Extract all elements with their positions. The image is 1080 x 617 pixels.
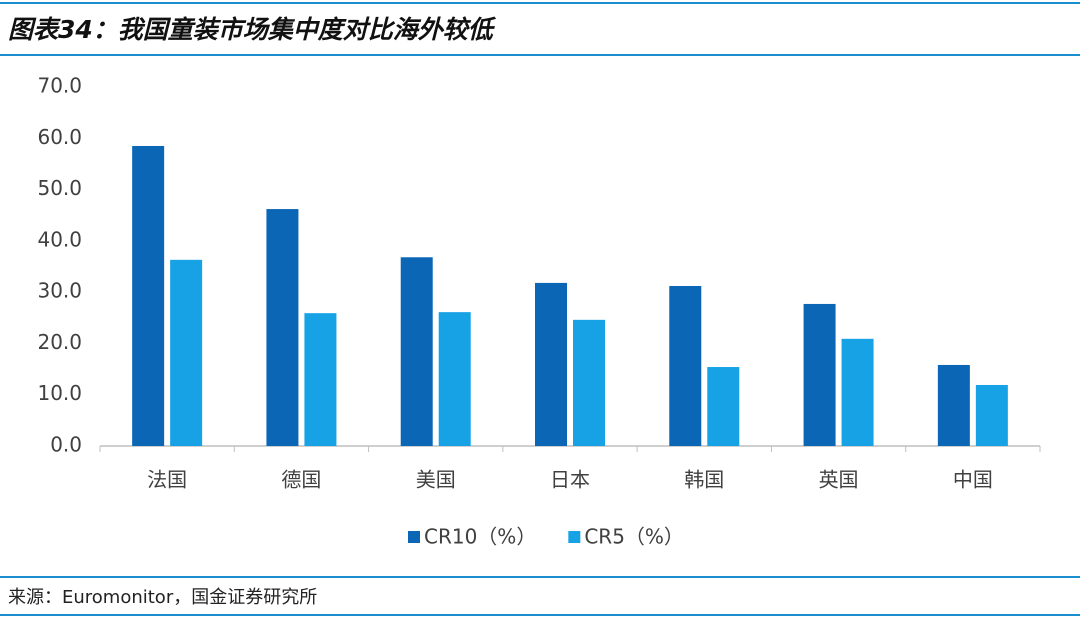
legend-swatch (408, 531, 420, 543)
legend-label: CR5（%） (584, 525, 684, 549)
bar (132, 145, 165, 446)
x-tick-label: 韩国 (684, 468, 724, 492)
x-tick-label: 德国 (281, 468, 321, 492)
bar (573, 319, 605, 446)
bar (669, 285, 702, 446)
bar (266, 209, 299, 446)
bar (937, 364, 970, 446)
bar (803, 303, 836, 446)
y-tick-label: 20.0 (37, 330, 82, 354)
y-tick-label: 10.0 (37, 381, 82, 405)
x-tick-label: 中国 (953, 468, 993, 492)
bar (304, 313, 337, 446)
y-tick-label: 30.0 (37, 279, 82, 303)
legend-label: CR10（%） (424, 525, 536, 549)
bar (170, 259, 203, 446)
source: 来源：Euromonitor，国金证券研究所 (8, 587, 317, 608)
y-tick-label: 50.0 (37, 176, 82, 200)
x-tick-label: 英国 (819, 468, 859, 492)
y-tick-label: 40.0 (37, 227, 82, 251)
bar (400, 257, 433, 446)
bar (841, 338, 874, 446)
x-tick-label: 美国 (416, 468, 456, 492)
bar (535, 282, 567, 446)
legend-swatch (568, 531, 581, 543)
bar (975, 384, 1008, 446)
bar (707, 367, 740, 446)
bar (438, 312, 471, 446)
y-tick-label: 0.0 (50, 433, 82, 457)
y-tick-label: 70.0 (37, 74, 82, 98)
x-tick-label: 日本 (550, 468, 590, 492)
x-tick-label: 法国 (147, 468, 187, 492)
chart-title: 图表34：我国童装市场集中度对比海外较低 (8, 15, 497, 44)
y-tick-label: 60.0 (37, 125, 82, 149)
